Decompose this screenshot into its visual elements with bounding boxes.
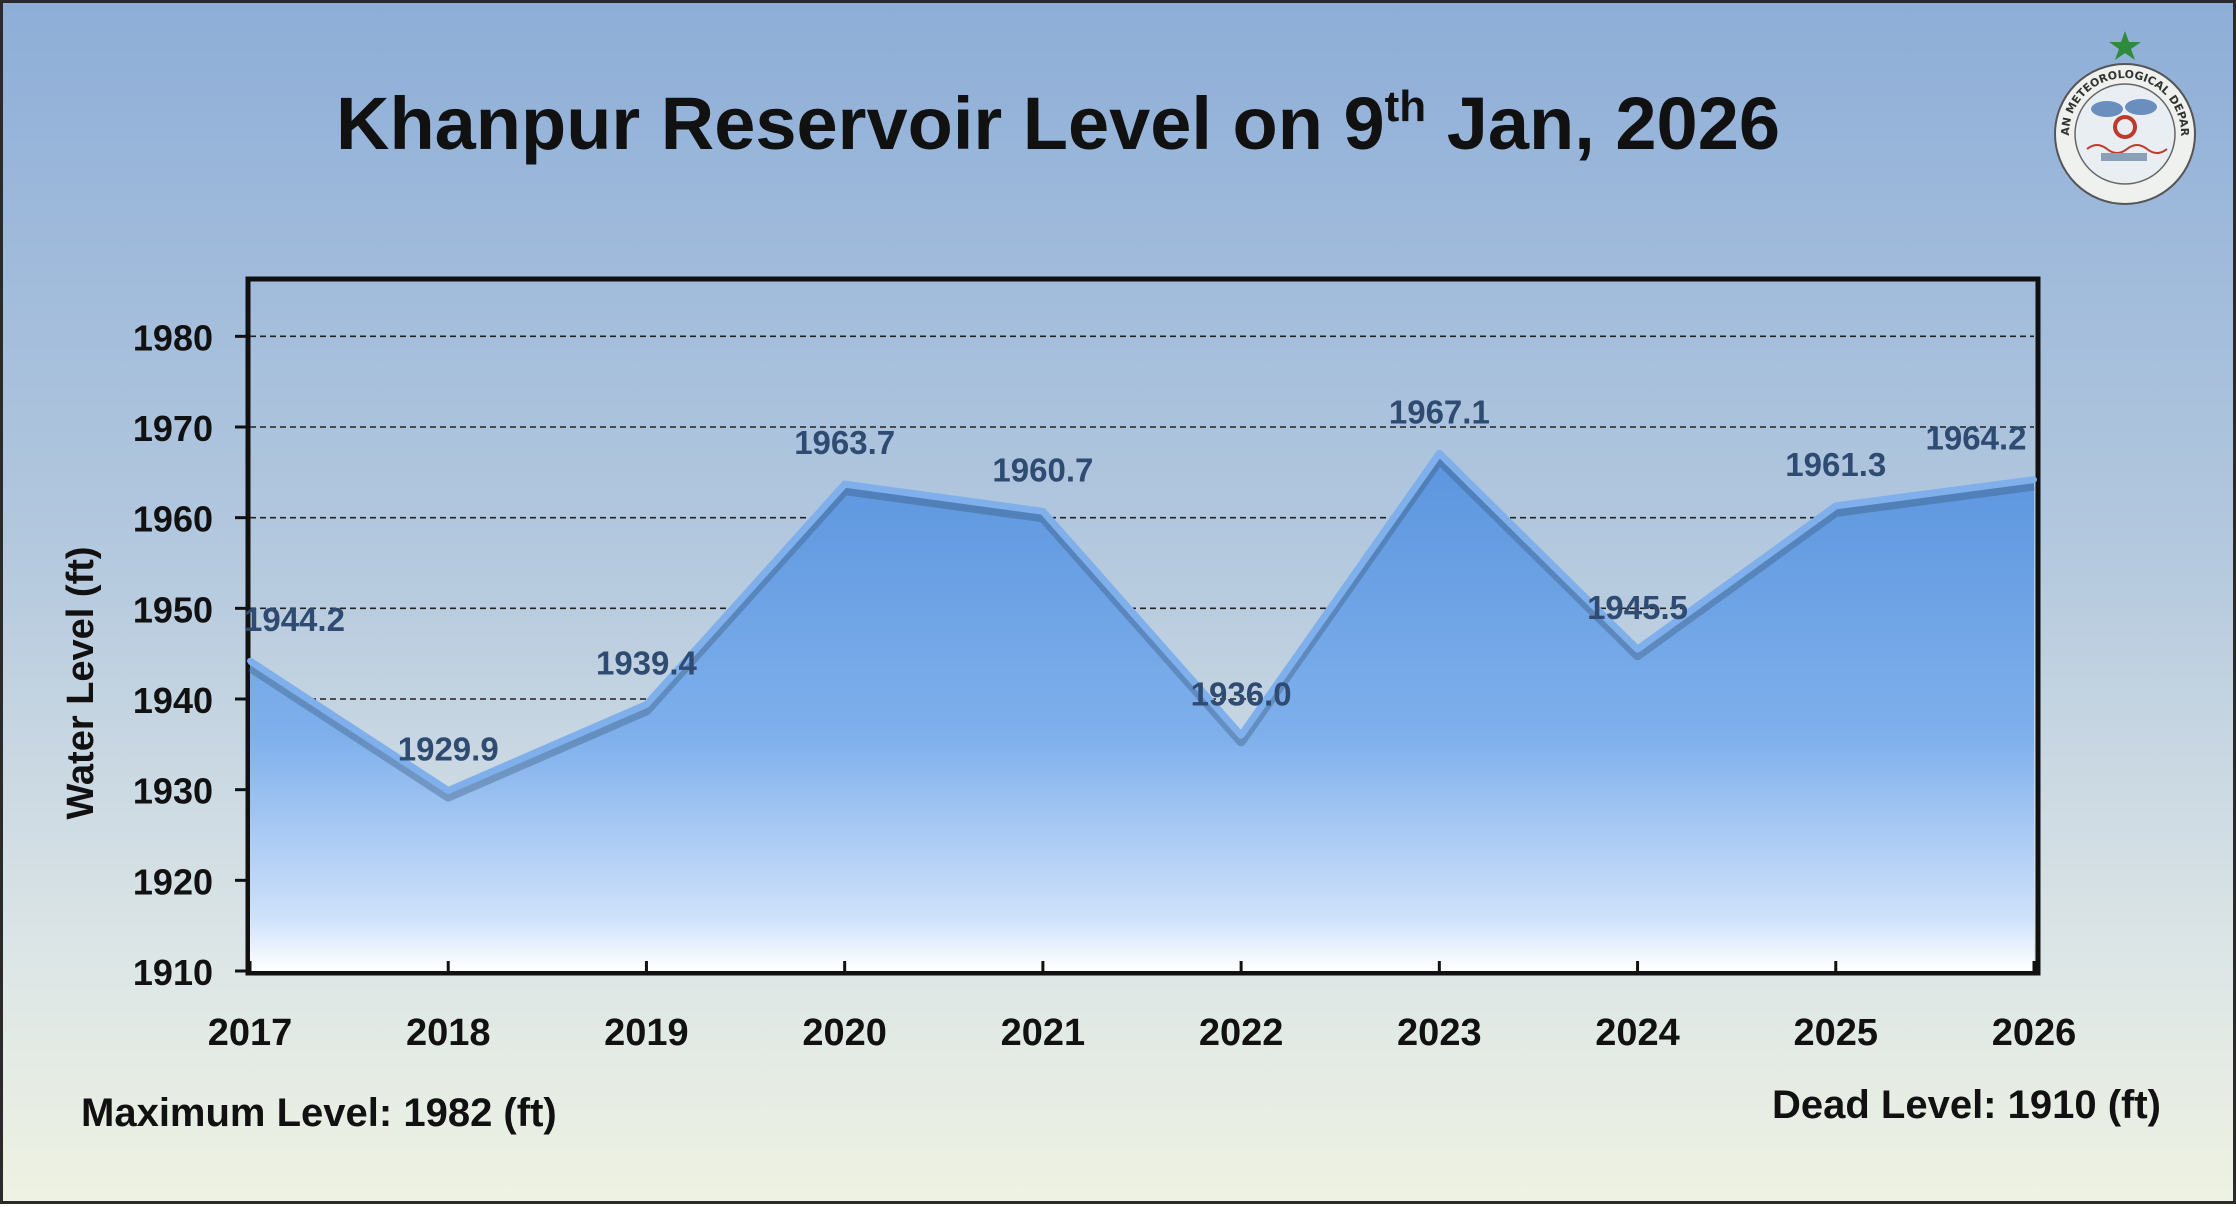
x-tick-label: 2018 bbox=[406, 1012, 491, 1054]
y-tick-label: 1970 bbox=[133, 408, 213, 449]
data-label: 1963.7 bbox=[794, 424, 895, 461]
data-point bbox=[643, 701, 650, 708]
x-tick-label: 2025 bbox=[1794, 1012, 1879, 1054]
data-label: 1945.5 bbox=[1587, 589, 1688, 626]
x-tick-label: 2023 bbox=[1397, 1012, 1482, 1054]
x-tick-label: 2017 bbox=[208, 1012, 293, 1054]
area-chart: 1910 1920 1930 1940 1950 1960 1970 1980 2017 2018… bbox=[60, 276, 2077, 1054]
x-tick-label: 2021 bbox=[1001, 1012, 1086, 1054]
data-point bbox=[1832, 502, 1839, 509]
y-axis-label: Water Level (ft) bbox=[60, 546, 102, 819]
y-tick-label: 1960 bbox=[133, 499, 213, 540]
y-tick-label: 1920 bbox=[133, 861, 213, 902]
x-tick-label: 2024 bbox=[1595, 1012, 1680, 1054]
maximum-level-note: Maximum Level: 1982 (ft) bbox=[81, 1091, 557, 1135]
x-tick-label: 2020 bbox=[802, 1012, 887, 1054]
data-point bbox=[445, 787, 452, 794]
data-point bbox=[247, 657, 253, 664]
data-point bbox=[1436, 450, 1443, 457]
data-point bbox=[2031, 476, 2037, 483]
y-tick-label: 1940 bbox=[133, 680, 213, 721]
data-point bbox=[1039, 508, 1046, 515]
data-point bbox=[1238, 732, 1245, 739]
data-label: 1936.0 bbox=[1191, 675, 1292, 712]
x-tick-label: 2022 bbox=[1199, 1012, 1284, 1054]
data-point bbox=[1634, 646, 1641, 653]
data-label: 1967.1 bbox=[1389, 393, 1490, 430]
series-line bbox=[248, 449, 2035, 795]
y-tick-label: 1930 bbox=[133, 771, 213, 812]
data-label: 1939.4 bbox=[596, 644, 698, 681]
dead-level-note: Dead Level: 1910 (ft) bbox=[1771, 1083, 2161, 1127]
data-label: 1929.9 bbox=[398, 731, 499, 768]
data-label: 1944.2 bbox=[244, 601, 345, 638]
data-label: 1964.2 bbox=[1926, 420, 2027, 457]
chart-title: Khanpur Reservoir Level on 9th Jan, 2026 bbox=[336, 82, 1780, 165]
data-label: 1961.3 bbox=[1785, 446, 1886, 483]
area-fill bbox=[250, 453, 2034, 971]
pakistan-meteorological-department-logo-icon: PAKISTAN METEOROLOGICAL DEPARTMENT bbox=[2045, 29, 2196, 205]
y-tick-label: 1980 bbox=[133, 317, 213, 358]
series-line-shadow bbox=[247, 454, 2035, 802]
x-tick-label: 2019 bbox=[604, 1012, 689, 1054]
data-label: 1960.7 bbox=[992, 451, 1093, 488]
x-tick-label: 2026 bbox=[1992, 1012, 2077, 1054]
y-tick-label: 1910 bbox=[133, 952, 213, 993]
plot-area bbox=[245, 276, 2041, 976]
data-point bbox=[841, 481, 848, 488]
y-tick-label: 1950 bbox=[133, 589, 213, 630]
